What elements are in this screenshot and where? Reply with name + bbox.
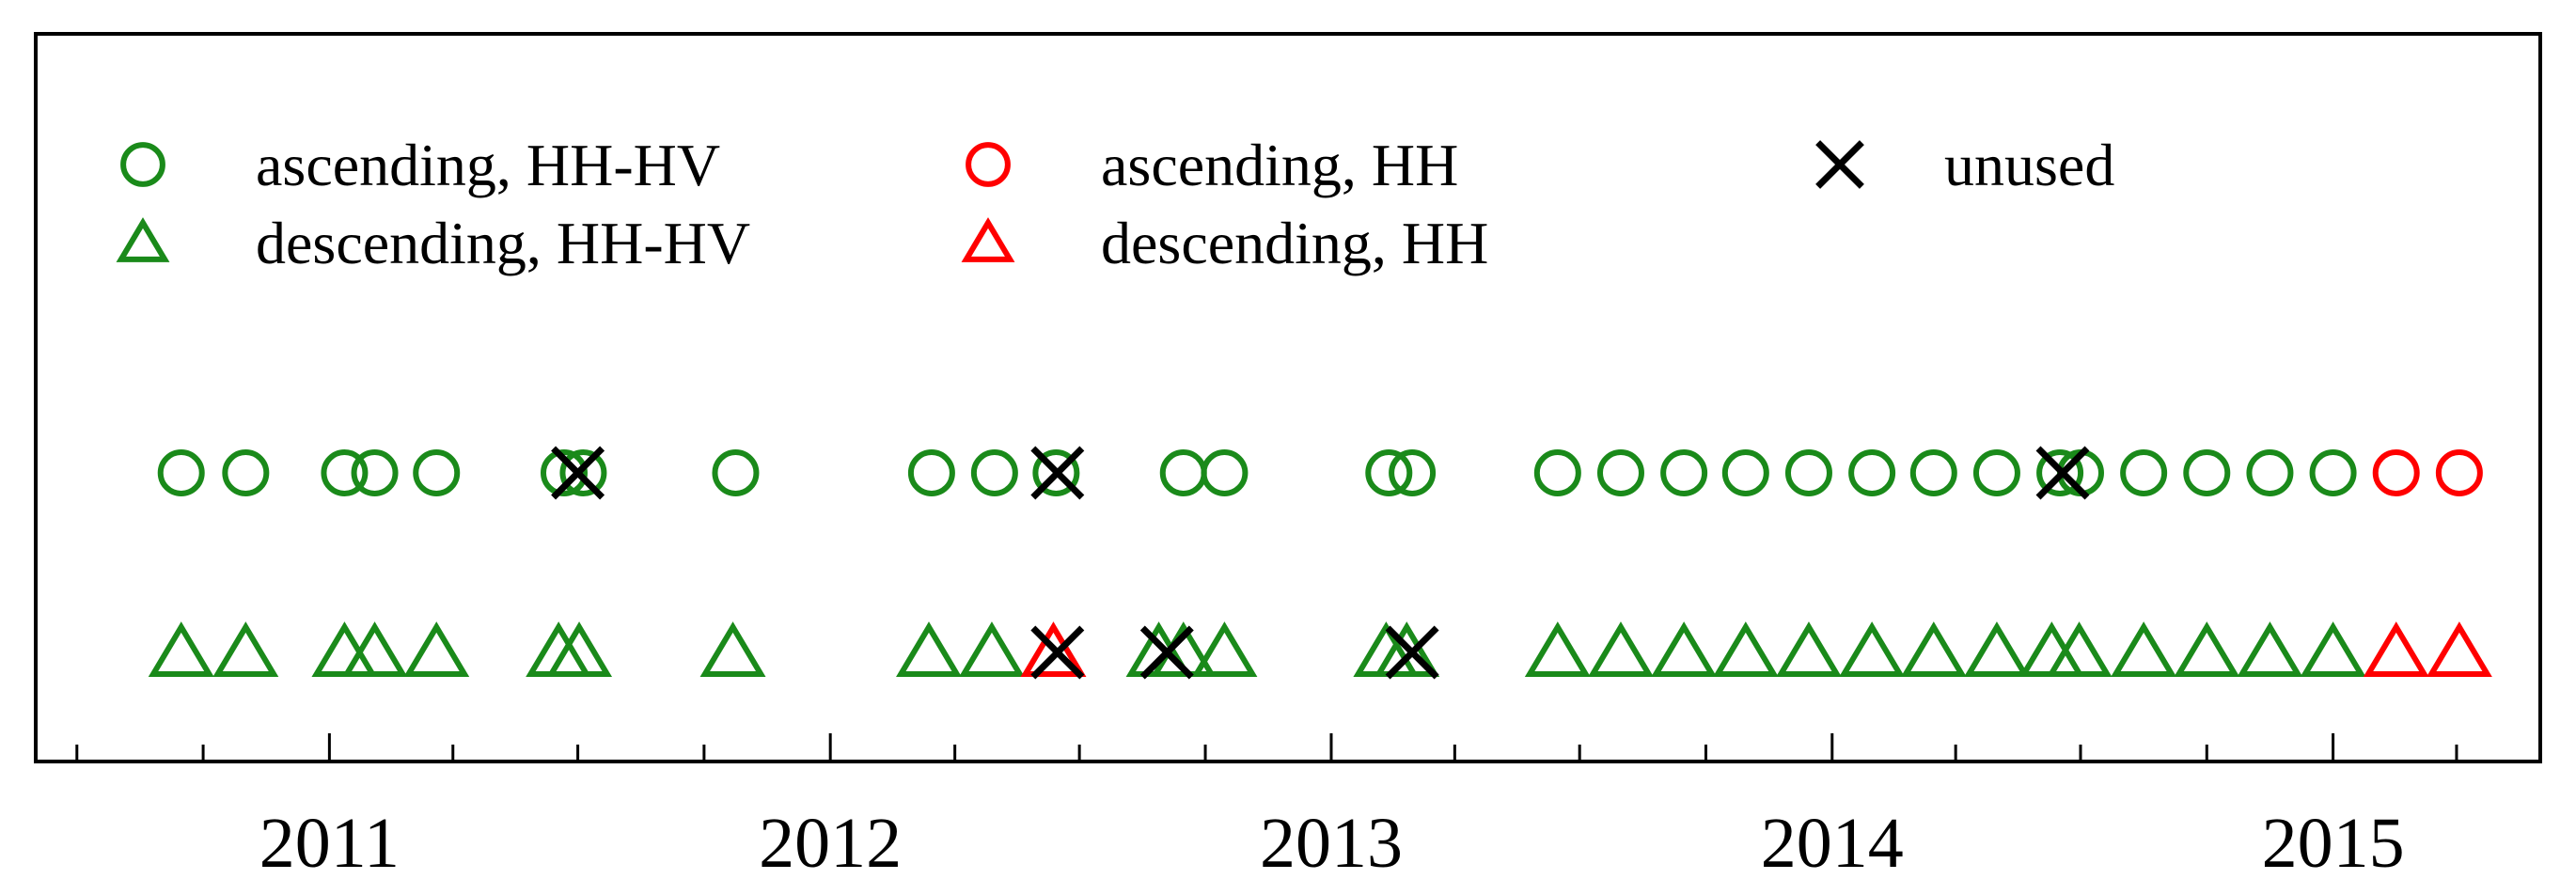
triangle-point (1900, 621, 1967, 677)
circle-marker-icon (120, 142, 165, 187)
triangle-point (699, 621, 766, 677)
x-tick-label: 2012 (759, 804, 902, 883)
data-marks (148, 446, 2492, 680)
triangle-point (1020, 621, 1087, 677)
unused-point (1030, 446, 1085, 500)
plot-frame (34, 32, 2542, 763)
x-tick-label: 2013 (1260, 804, 1403, 883)
triangle-point (148, 621, 214, 677)
triangle-point (212, 621, 279, 677)
triangle-marker-icon (116, 217, 170, 262)
triangle-marker-icon (961, 217, 1015, 262)
triangle-point (403, 621, 470, 677)
circle-point (1159, 449, 1207, 496)
circle-point (2036, 449, 2084, 496)
circle-point (321, 449, 369, 496)
legend-label: descending, HH-HV (256, 210, 750, 276)
unused-point (1030, 625, 1085, 680)
triangle-point (2237, 621, 2303, 677)
triangle-point (341, 621, 408, 677)
legend-item: unused (1815, 132, 2114, 198)
circle-point (712, 449, 760, 496)
circle-point (2120, 449, 2168, 496)
circle-point (413, 449, 461, 496)
triangle-point (2174, 621, 2240, 677)
circle-point (2183, 449, 2231, 496)
triangle-point (896, 621, 962, 677)
circle-point (1909, 449, 1957, 496)
triangle-point (1839, 621, 1906, 677)
circle-point (1032, 449, 1080, 496)
circle-point (1848, 449, 1896, 496)
circle-point (540, 449, 588, 496)
legend-item: ascending, HH-HV (120, 132, 720, 198)
legend-label: ascending, HH-HV (256, 132, 720, 198)
triangle-point (1963, 621, 2030, 677)
x-marker-icon (1815, 140, 1864, 189)
circle-point (351, 449, 399, 496)
circle-marker-icon (966, 142, 1011, 187)
triangle-point (1712, 621, 1779, 677)
legend-label: unused (1944, 132, 2114, 198)
legend: ascending, HH-HV ascending, HH unused desce… (116, 132, 2114, 276)
circle-point (2372, 449, 2420, 496)
x-tick-label: 2015 (2262, 804, 2405, 883)
unused-point (2035, 446, 2090, 500)
circle-point (1972, 449, 2020, 496)
triangle-point (958, 621, 1025, 677)
triangle-point (2300, 621, 2366, 677)
circle-point (2435, 449, 2483, 496)
x-tick-label: 2011 (259, 804, 400, 883)
circle-point (907, 449, 955, 496)
triangle-point (1651, 621, 1718, 677)
triangle-point (2426, 621, 2492, 677)
legend-item: descending, HH-HV (116, 210, 750, 276)
triangle-point (1588, 621, 1654, 677)
triangle-point (2018, 621, 2085, 677)
legend-label: ascending, HH (1101, 132, 1458, 198)
unused-point (1385, 625, 1439, 680)
triangle-point (2111, 621, 2177, 677)
circle-point (1533, 449, 1581, 496)
legend-item: descending, HH (961, 210, 1488, 276)
unused-point (551, 446, 605, 500)
circle-point (1784, 449, 1832, 496)
circle-point (559, 449, 607, 496)
triangle-point (2363, 621, 2429, 677)
circle-point (2309, 449, 2357, 496)
circle-point (157, 449, 205, 496)
circle-point (1660, 449, 1708, 496)
x-axis-ticks (75, 733, 2458, 762)
x-tick-label: 2014 (1761, 804, 1904, 883)
circle-point (2246, 449, 2294, 496)
triangle-point (2046, 621, 2113, 677)
triangle-point (1374, 621, 1440, 677)
legend-label: descending, HH (1101, 210, 1488, 276)
circle-point (1365, 449, 1413, 496)
circle-point (1721, 449, 1769, 496)
circle-point (222, 449, 270, 496)
triangle-point (1191, 621, 1258, 677)
legend-item: ascending, HH (966, 132, 1458, 198)
circle-point (1389, 449, 1437, 496)
triangle-point (1775, 621, 1842, 677)
circle-point (1201, 449, 1249, 496)
unused-point (1139, 625, 1194, 680)
triangle-point (1524, 621, 1591, 677)
triangle-point (546, 621, 613, 677)
x-axis-tick-labels: 2011 2012 2013 2014 2015 (259, 804, 2405, 883)
triangle-point (311, 621, 378, 677)
circle-point (970, 449, 1018, 496)
circle-point (1596, 449, 1644, 496)
